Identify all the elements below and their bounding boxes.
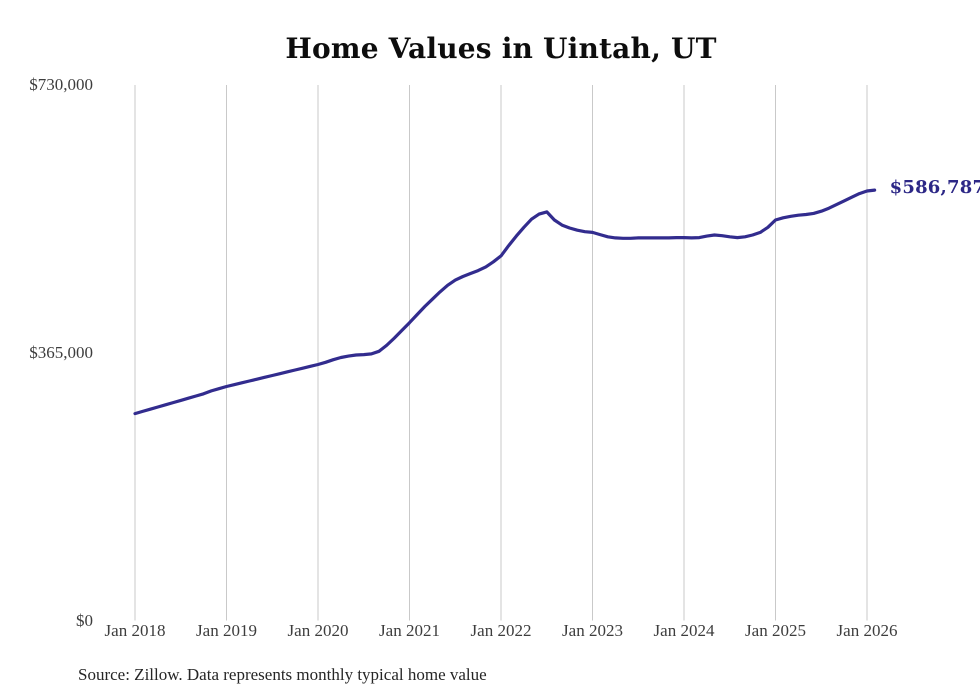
y-axis-tick-label: $730,000 <box>29 75 93 94</box>
x-axis-tick-label: Jan 2022 <box>470 621 532 640</box>
chart-title: Home Values in Uintah, UT <box>285 32 717 65</box>
x-axis-tick-label: Jan 2018 <box>104 621 166 640</box>
x-axis-tick-label: Jan 2021 <box>379 621 440 640</box>
x-axis-tick-label: Jan 2024 <box>653 621 715 640</box>
home-value-line <box>133 188 877 416</box>
x-axis-tick-label: Jan 2019 <box>196 621 257 640</box>
y-axis-tick-label: $365,000 <box>29 342 93 362</box>
current-value-label: $586,787 <box>889 177 980 199</box>
x-axis-tick-label: Jan 2025 <box>745 621 806 640</box>
x-axis-tick-label: Jan 2023 <box>562 621 623 640</box>
x-axis-tick-label: Jan 2026 <box>836 621 898 640</box>
x-axis-tick-label: Jan 2020 <box>287 621 349 640</box>
y-axis-tick-label: $0 <box>76 610 93 630</box>
source-note: Source: Zillow. Data represents monthly … <box>78 665 487 684</box>
